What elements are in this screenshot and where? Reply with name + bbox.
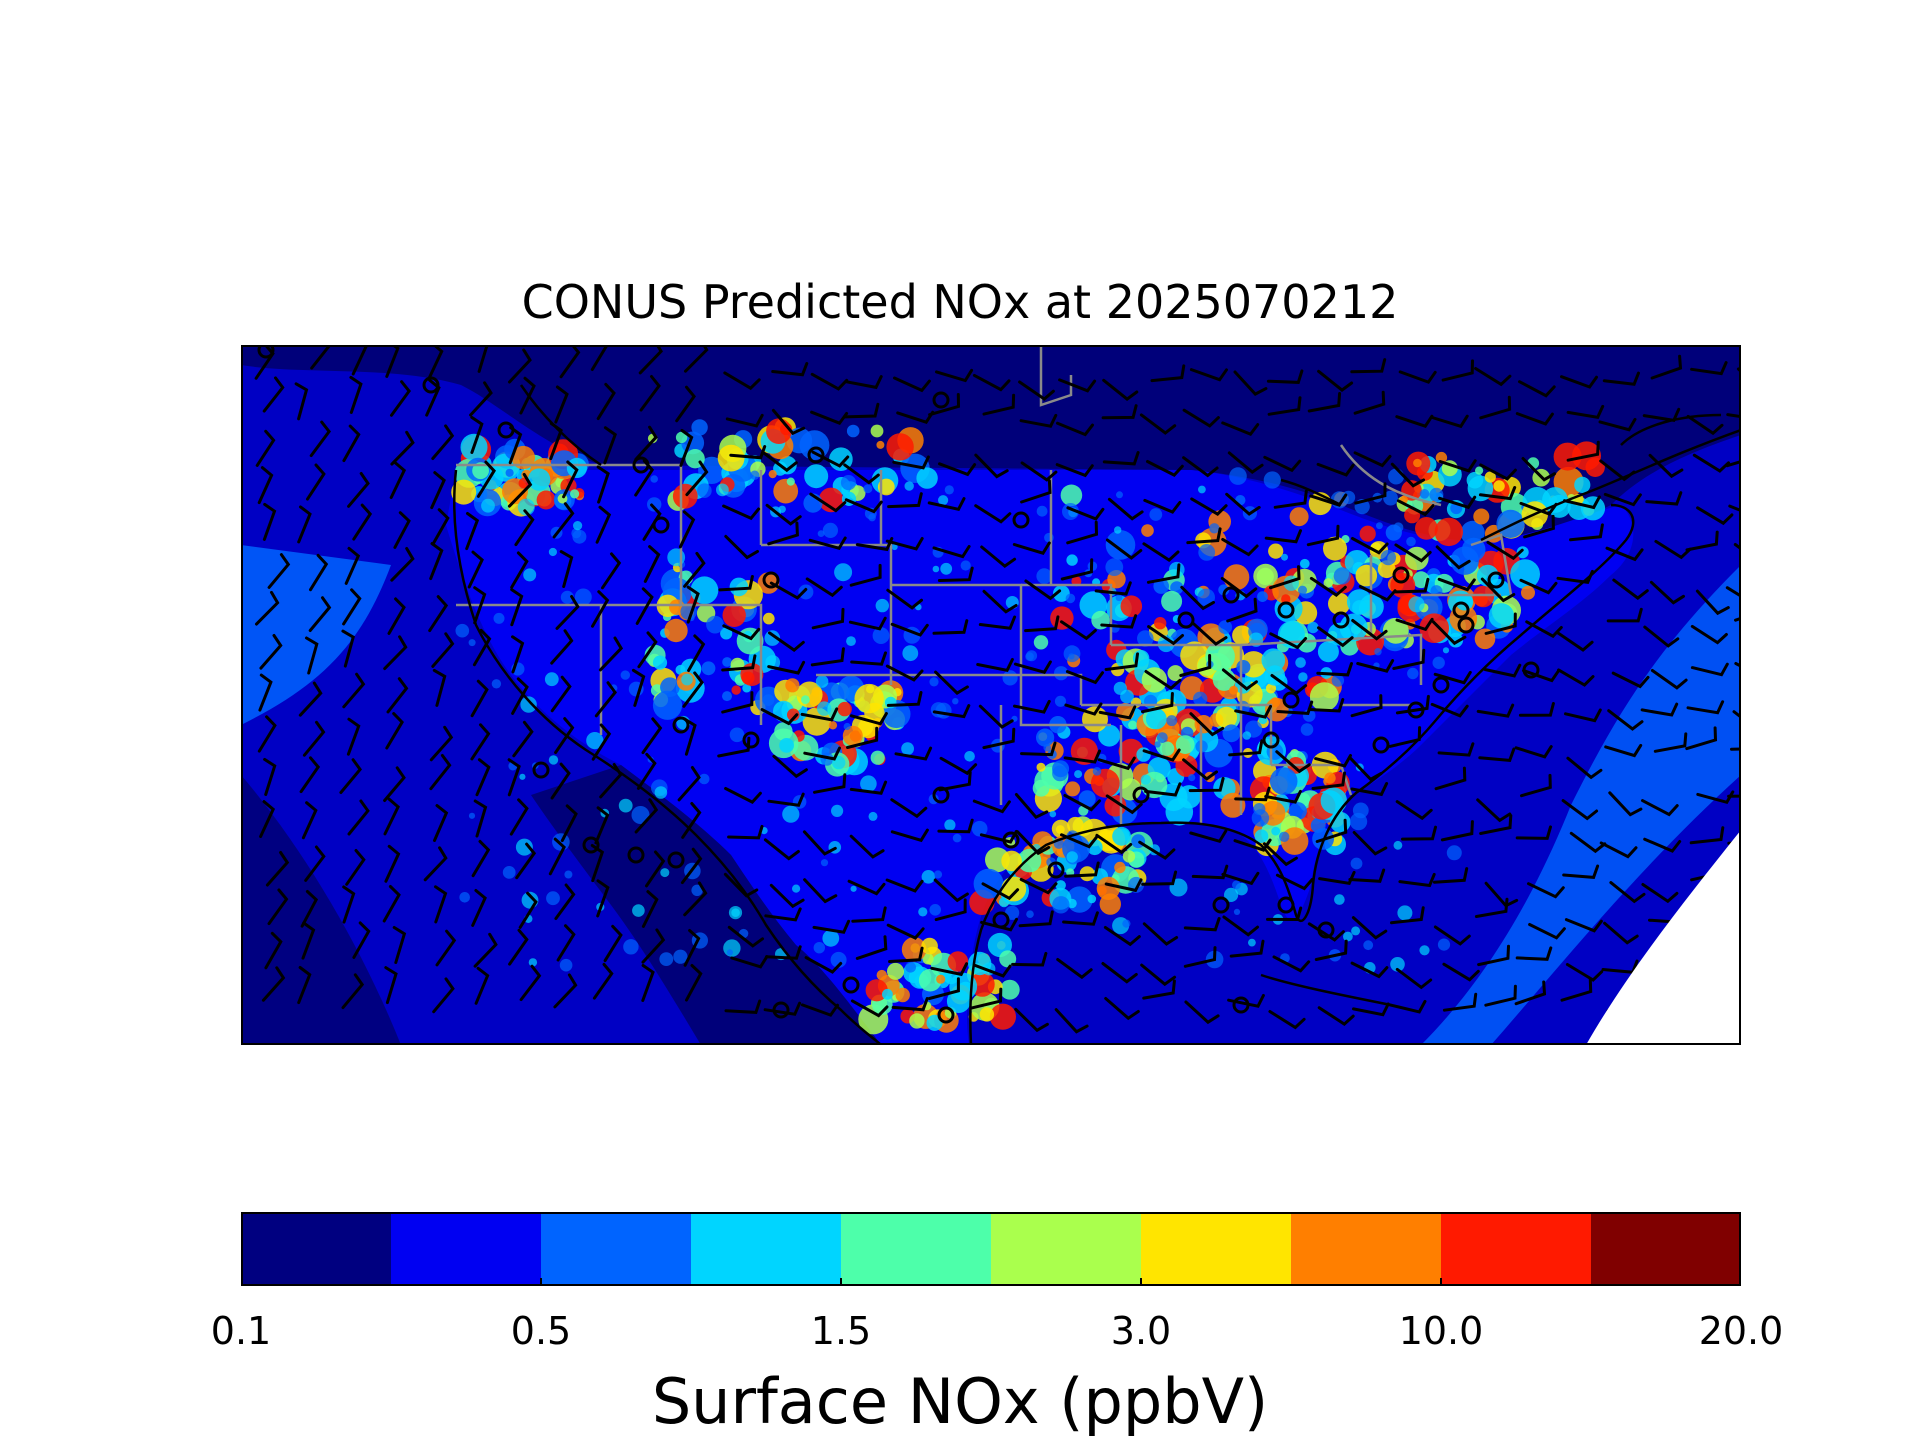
colorbar-segment [1291, 1212, 1442, 1286]
far-pacific [241, 775, 401, 1045]
calm-wind-site [932, 391, 950, 409]
colorbar-border [241, 1212, 1741, 1286]
map-title: CONUS Predicted NOx at 2025070212 [521, 275, 1399, 329]
calm-wind-site [1232, 996, 1250, 1014]
colorbar-segment [241, 1212, 392, 1286]
calm-wind-site [1222, 586, 1240, 604]
calm-wind-site [1407, 701, 1425, 719]
colorbar-tick-label: 1.5 [810, 1309, 872, 1353]
calm-wind-site [422, 376, 440, 394]
calm-wind-site [742, 731, 760, 749]
wind-barbs [254, 345, 1741, 1034]
colorbar-segment [1591, 1212, 1742, 1286]
calm-wind-site [1212, 896, 1230, 914]
calm-wind-site [1432, 676, 1450, 694]
calm-wind-site [1282, 691, 1300, 709]
calm-wind-site [1392, 566, 1410, 584]
calm-wind-site [1132, 786, 1150, 804]
calm-wind-site [1457, 616, 1475, 634]
colorbar [241, 1212, 1742, 1286]
calm-wind-site [1317, 921, 1335, 939]
colorbar-tick-label: 10.0 [1398, 1309, 1484, 1353]
calm-wind-site [532, 761, 550, 779]
colorbar-segment [691, 1212, 842, 1286]
calm-wind-site [1047, 861, 1065, 879]
calm-wind-site [632, 456, 650, 474]
calm-wind-site [807, 446, 825, 464]
no-data-region [1586, 830, 1741, 1045]
colorbar-segment [391, 1212, 542, 1286]
colorbar-segment [1141, 1212, 1292, 1286]
nox-map [241, 345, 1741, 1045]
canada-landmass [241, 345, 1741, 541]
mexico-landmass [531, 765, 881, 1045]
calm-wind-site [1332, 611, 1350, 629]
calm-wind-site [932, 786, 950, 804]
calm-wind-site [1012, 511, 1030, 529]
colorbar-segment [1441, 1212, 1592, 1286]
calm-wind-site [1372, 736, 1390, 754]
colorbar-segment [841, 1212, 992, 1286]
calm-wind-site [1452, 601, 1470, 619]
calm-wind-site [1277, 601, 1295, 619]
calm-wind-site [842, 976, 860, 994]
calm-wind-site [1177, 611, 1195, 629]
colorbar-segment [991, 1212, 1142, 1286]
calm-wind-site [652, 516, 670, 534]
calm-wind-site [582, 836, 600, 854]
calm-wind-site [1002, 831, 1020, 849]
calm-wind-site [1522, 661, 1540, 679]
colorbar-segment [541, 1212, 692, 1286]
calm-wind-site [672, 716, 690, 734]
colorbar-label: Surface NOx (ppbV) [651, 1365, 1269, 1438]
colorbar-tick-label: 3.0 [1110, 1309, 1172, 1353]
colorbar-tick-label: 20.0 [1698, 1309, 1784, 1353]
calm-wind-site [1262, 731, 1280, 749]
calm-wind-site [1487, 571, 1505, 589]
colorbar-tick-label: 0.1 [210, 1309, 272, 1353]
calm-wind-site [257, 345, 275, 359]
coastlines [452, 384, 1741, 1045]
monitoring-sites [257, 345, 1540, 1024]
colorbar-tick-label: 0.5 [510, 1309, 572, 1353]
atlantic-band [1421, 565, 1741, 1045]
calm-wind-site [772, 1001, 790, 1019]
calm-wind-site [762, 571, 780, 589]
map-frame-border [241, 345, 1741, 1045]
calm-wind-site [667, 851, 685, 869]
calm-wind-site [937, 1006, 955, 1024]
calm-wind-site [497, 421, 515, 439]
calm-wind-site [992, 911, 1010, 929]
calm-wind-site [1277, 896, 1295, 914]
calm-wind-site [627, 846, 645, 864]
